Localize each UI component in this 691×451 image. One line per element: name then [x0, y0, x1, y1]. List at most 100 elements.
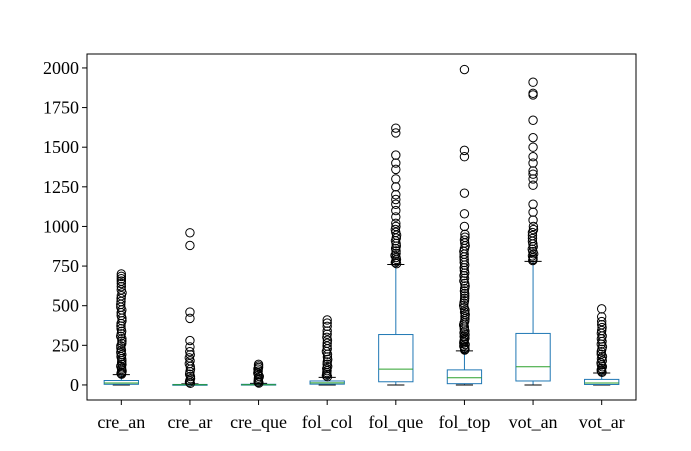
flier-point	[322, 315, 332, 325]
flier-point	[322, 318, 332, 328]
flier-point	[459, 209, 470, 219]
flier-point	[253, 359, 264, 370]
box-fol_top	[446, 64, 483, 386]
flier-point	[322, 321, 332, 331]
flier-point	[528, 77, 538, 87]
flier-point	[391, 248, 401, 258]
flier-point	[528, 199, 538, 209]
flier-point	[390, 250, 400, 261]
flier-point	[116, 274, 127, 284]
flier-point	[459, 152, 470, 162]
iqr-box	[446, 369, 483, 385]
box-cre_ar	[172, 228, 208, 389]
box-cre_que	[240, 359, 277, 388]
x-tick-label: fol_col	[302, 412, 353, 432]
plot-frame	[86, 53, 637, 401]
flier-point	[322, 332, 332, 342]
y-tick-label: 750	[52, 256, 79, 276]
flier-point	[185, 240, 195, 251]
flier-point	[460, 333, 470, 343]
flier-point	[116, 361, 126, 371]
flier-point	[391, 221, 401, 232]
flier-point	[391, 164, 401, 175]
flier-point	[528, 158, 538, 168]
flier-point	[391, 227, 401, 238]
flier-point	[528, 169, 538, 179]
x-tick-label: fol_que	[368, 412, 423, 432]
flier-point	[528, 132, 538, 143]
x-tick-label: cre_an	[97, 412, 145, 432]
flier-point	[528, 180, 538, 190]
flier-point	[391, 128, 401, 138]
flier-point	[117, 349, 127, 360]
flier-point	[459, 145, 470, 156]
flier-point	[116, 343, 126, 353]
flier-point	[185, 307, 195, 317]
box-vot_an	[515, 77, 551, 386]
flier-point	[185, 342, 195, 352]
flier-point	[459, 221, 470, 232]
flier-point	[596, 316, 607, 327]
flier-point	[527, 233, 538, 244]
flier-point	[322, 338, 332, 348]
flier-point	[459, 293, 470, 304]
flier-point	[528, 224, 539, 235]
flier-point	[117, 336, 127, 346]
flier-point	[391, 150, 401, 160]
y-tick-label: 1500	[43, 137, 79, 157]
flier-point	[116, 363, 127, 373]
flier-point	[391, 205, 401, 216]
y-tick-label: 0	[70, 375, 79, 395]
flier-point	[460, 291, 470, 301]
box-fol_col	[309, 315, 345, 386]
y-tick-label: 500	[52, 296, 79, 316]
flier-point	[460, 330, 470, 340]
flier-point	[597, 322, 607, 333]
flier-point	[185, 350, 195, 360]
flier-point	[459, 188, 470, 198]
flier-point	[185, 313, 195, 324]
flier-point	[527, 251, 538, 261]
flier-point	[117, 334, 127, 344]
flier-point	[596, 304, 607, 314]
flier-point	[185, 228, 195, 238]
flier-point	[528, 115, 538, 125]
iqr-box	[584, 378, 620, 385]
x-tick-label: vot_ar	[579, 412, 625, 432]
box-fol_que	[378, 123, 414, 386]
flier-point	[459, 341, 469, 351]
flier-point	[185, 346, 195, 357]
flier-point	[391, 212, 401, 222]
flier-point	[459, 64, 470, 75]
flier-point	[185, 335, 195, 346]
flier-point	[116, 271, 127, 282]
flier-point	[459, 328, 469, 338]
iqr-box	[103, 380, 139, 385]
flier-point	[528, 88, 538, 99]
plot-area	[103, 64, 620, 389]
flier-point	[528, 142, 538, 152]
box-cre_an	[103, 269, 139, 386]
flier-point	[116, 278, 127, 289]
flier-point	[596, 349, 606, 359]
flier-point	[116, 276, 127, 286]
flier-point	[527, 230, 538, 241]
x-tick-label: vot_an	[509, 412, 558, 432]
x-tick-label: cre_que	[230, 412, 287, 432]
flier-point	[391, 174, 401, 184]
y-tick-label: 1750	[43, 98, 79, 118]
flier-point	[116, 269, 127, 279]
iqr-box	[378, 334, 414, 383]
flier-point	[459, 331, 469, 342]
flier-point	[391, 123, 401, 133]
box-vot_ar	[584, 304, 620, 386]
iqr-box	[515, 332, 551, 382]
flier-point	[391, 252, 401, 263]
flier-point	[391, 194, 401, 205]
y-tick-label: 1000	[43, 216, 79, 236]
flier-point	[460, 232, 470, 242]
flier-point	[528, 221, 539, 232]
flier-point	[528, 152, 538, 162]
